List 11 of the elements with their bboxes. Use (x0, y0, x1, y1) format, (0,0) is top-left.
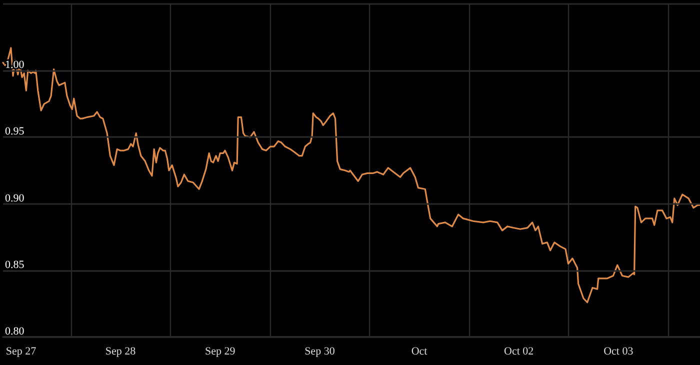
x-tick-label: Oct 02 (504, 346, 534, 358)
x-tick-label: Sep 27 (6, 346, 37, 358)
x-tick-label: Sep 28 (105, 346, 136, 358)
y-tick-label: 0.80 (5, 326, 25, 338)
x-tick-label: Oct 03 (604, 346, 634, 358)
y-tick-label: 0.95 (5, 126, 25, 138)
y-tick-label: 0.90 (5, 192, 25, 204)
x-tick-label: Sep 30 (304, 346, 336, 358)
x-tick-label: Oct (411, 346, 428, 358)
x-tick-label: Sep 29 (204, 346, 236, 358)
y-tick-label: 0.85 (5, 258, 25, 271)
